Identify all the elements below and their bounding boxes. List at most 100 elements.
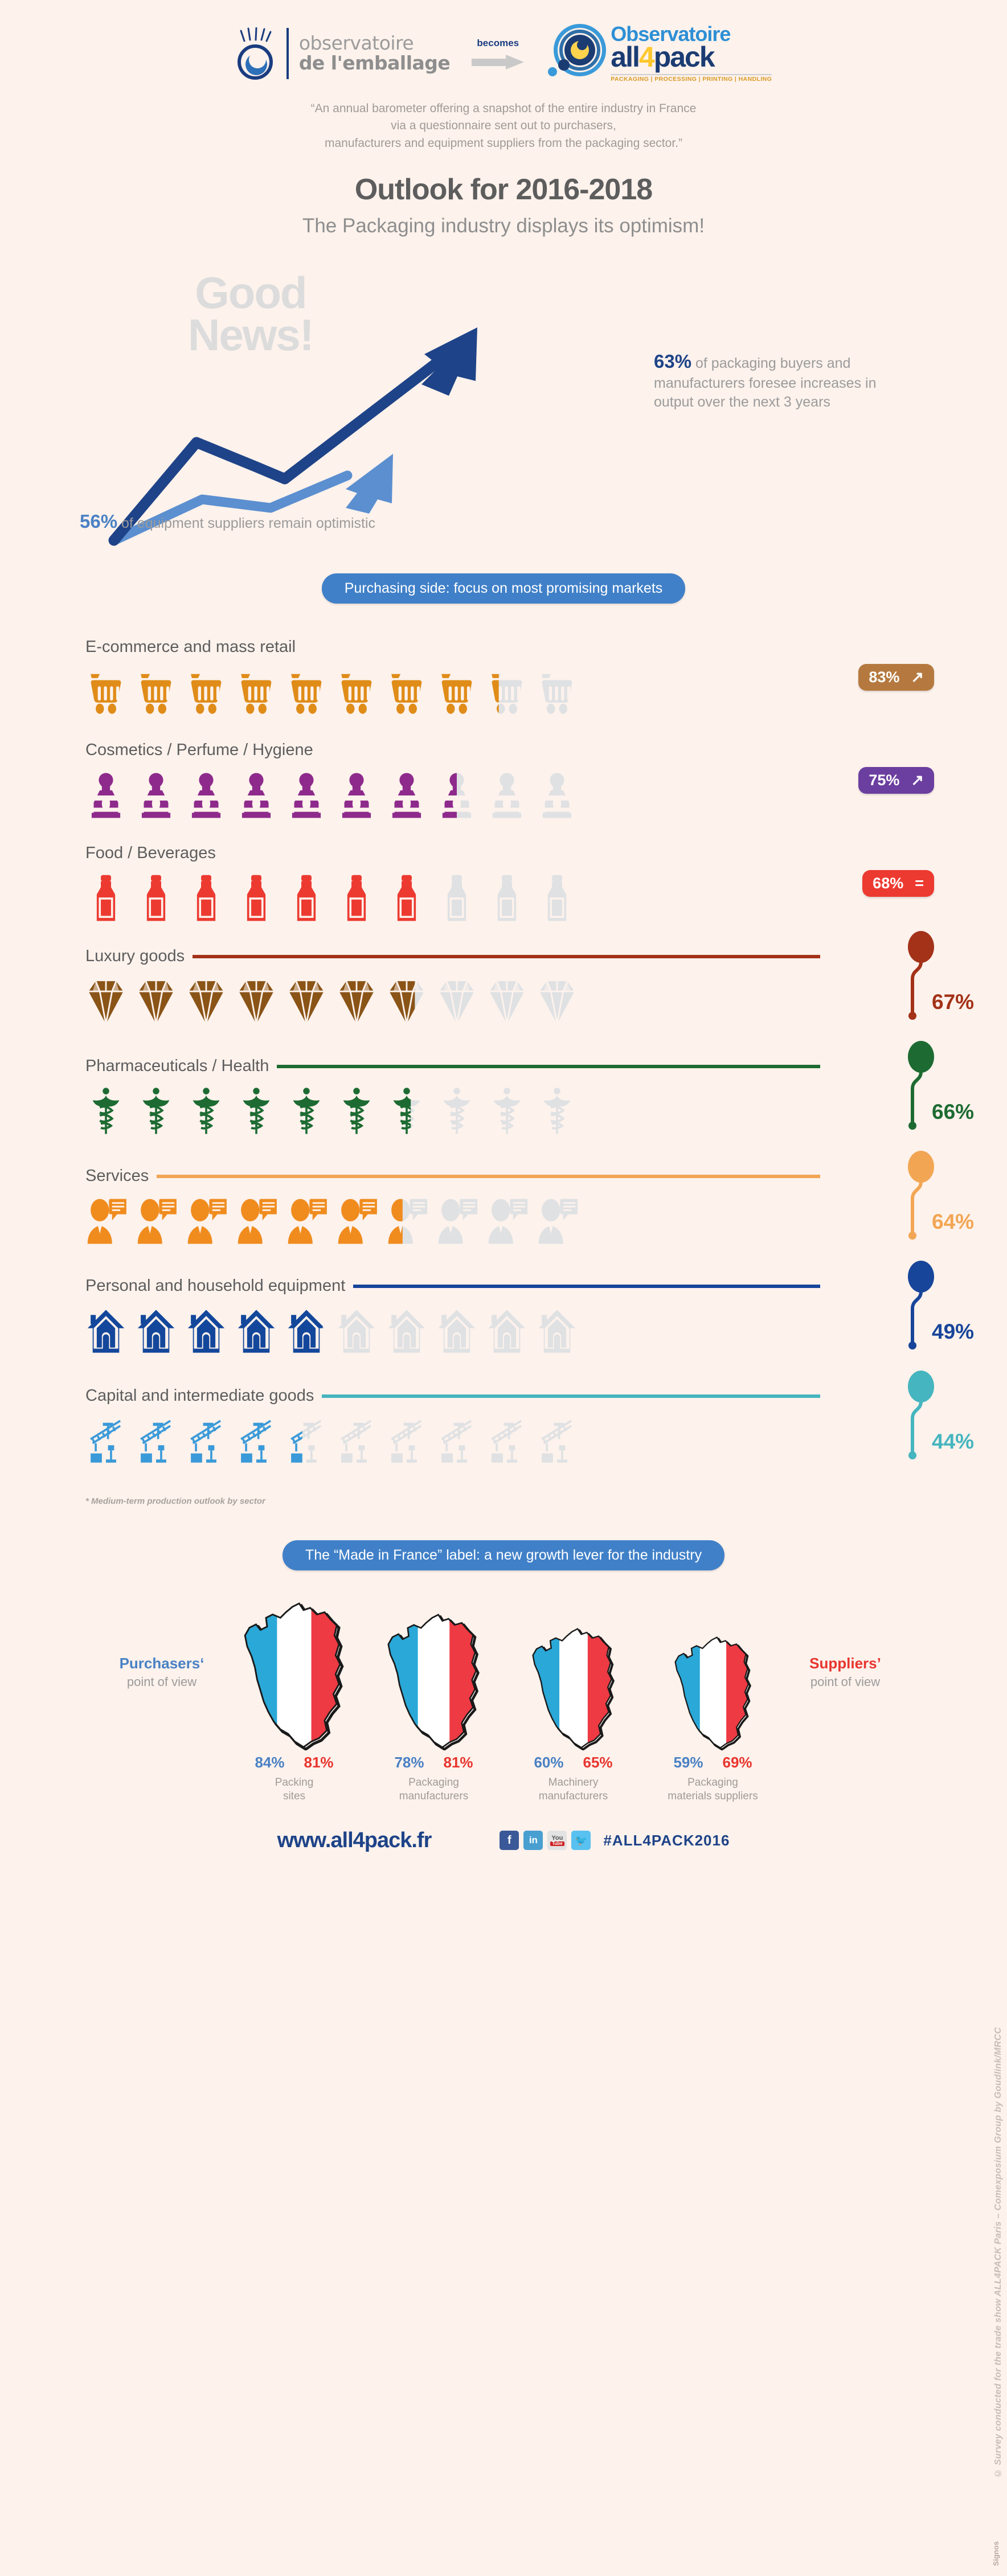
sector-icon-unit — [236, 1307, 277, 1355]
sector-value: 66% — [932, 1100, 975, 1124]
sector-icon-unit — [85, 1307, 126, 1355]
linkedin-icon[interactable]: in — [523, 1831, 543, 1851]
sector-label-connector: Capital and intermediate goods — [85, 1387, 820, 1405]
caduceus-icon — [443, 1088, 470, 1134]
sector-row: Personal and household equipment 49% — [85, 1261, 1007, 1355]
arrow-lines-graphic — [108, 327, 477, 546]
cosmetic-bottle-icon — [91, 773, 121, 818]
sector-icon-unit — [486, 977, 527, 1025]
purchasers-label-line2: point of view — [126, 1675, 197, 1689]
sector-icon-unit — [136, 1087, 177, 1135]
beverage-bottle-icon — [397, 875, 416, 921]
page-title: Outlook for 2016-2018 — [354, 173, 653, 207]
suppliers-percent: 81% — [304, 1754, 334, 1771]
sector-label: Pharmaceuticals / Health — [85, 1057, 269, 1076]
suppliers-label-line1: Suppliers’ — [809, 1655, 881, 1672]
sector-icon-unit — [336, 1417, 377, 1465]
shopping-cart-icon — [137, 674, 171, 714]
sector-icon-unit — [386, 1197, 428, 1245]
sector-icon-unit — [537, 668, 578, 716]
shopping-cart-icon — [87, 674, 121, 714]
sector-icon-unit — [85, 1197, 128, 1245]
sector-label: Services — [85, 1167, 149, 1186]
sector-icon-unit — [486, 668, 527, 716]
buyers-arrow-line-2 — [279, 351, 450, 485]
sector-icon-unit — [236, 668, 277, 716]
arrow-right-icon — [472, 55, 525, 69]
crane-icon — [341, 1420, 372, 1463]
businessperson-icon — [538, 1199, 579, 1244]
crane-icon — [190, 1420, 222, 1463]
caduceus-icon — [142, 1088, 170, 1134]
caduceus-icon — [243, 1088, 270, 1134]
good-news-line1: Good — [195, 268, 308, 318]
trend-flat-icon: = — [915, 875, 924, 892]
sector-icon-unit — [85, 668, 126, 716]
stat-63-value: 63% — [654, 351, 692, 372]
sector-value-marker: 44% — [908, 1371, 974, 1460]
sector-value: 49% — [932, 1320, 975, 1344]
sector-icon-unit — [236, 771, 277, 819]
marker-stem — [908, 962, 923, 1020]
diamond-icon — [239, 981, 274, 1024]
sector-icon-unit — [286, 668, 327, 716]
all4pack-logo: Observatoire all4pack PACKAGING | PROCES… — [546, 23, 772, 84]
sector-icon-unit — [136, 977, 177, 1025]
sector-icon-unit — [386, 874, 427, 922]
purchasers-percent: 60% — [534, 1754, 564, 1771]
twitter-icon[interactable]: 🐦 — [571, 1831, 591, 1851]
shopping-cart-icon — [338, 674, 372, 714]
sector-icon-row — [85, 973, 1007, 1025]
france-flag-map-icon — [227, 1592, 361, 1751]
sector-icon-row — [85, 766, 1007, 819]
cosmetic-bottle-icon — [392, 773, 421, 818]
france-flag-map-icon — [367, 1592, 501, 1751]
france-map-cell: 78% 81% Packaging manufacturers — [367, 1592, 501, 1803]
stat-56-value: 56% — [80, 511, 118, 532]
businessperson-icon — [488, 1199, 529, 1244]
sector-value-marker: 64% — [908, 1151, 974, 1240]
sector-icon-unit — [85, 977, 126, 1025]
sector-value: 83% — [869, 668, 900, 686]
sector-icon-unit — [186, 1417, 227, 1465]
caduceus-icon — [343, 1088, 370, 1134]
sector-label: Capital and intermediate goods — [85, 1387, 314, 1405]
sector-icon-unit — [386, 1087, 427, 1135]
beverage-bottle-icon — [146, 875, 166, 921]
beverage-bottle-icon — [447, 875, 466, 921]
house-icon — [137, 1310, 175, 1353]
caduceus-icon — [193, 1088, 220, 1134]
sector-label-connector: Services — [85, 1167, 820, 1186]
website-link[interactable]: www.all4pack.fr — [277, 1828, 432, 1852]
sector-icon-unit — [85, 771, 126, 819]
brand-all: all — [611, 41, 640, 73]
youtube-icon[interactable]: You Tube — [547, 1831, 567, 1851]
made-in-france-banner: The “Made in France” label: a new growth… — [282, 1540, 725, 1571]
stat-56-percent: 56% of equipment suppliers remain optimi… — [80, 511, 375, 532]
beverage-bottle-icon — [547, 875, 567, 921]
sector-icon-unit — [386, 1307, 427, 1355]
businessperson-icon — [87, 1199, 128, 1244]
sector-label-wrap: Food / Beverages — [85, 844, 1007, 863]
france-map-percentages: 60% 65% — [506, 1754, 640, 1771]
made-in-france-section: The “Made in France” label: a new growth… — [0, 1540, 1007, 1803]
cosmetic-bottle-icon — [442, 773, 472, 818]
beverage-bottle-icon — [247, 875, 266, 921]
sector-icon-unit — [436, 1307, 477, 1355]
sector-icon-unit — [436, 771, 477, 819]
sector-icon-unit — [136, 1417, 177, 1465]
sector-icon-unit — [186, 874, 227, 922]
house-icon — [438, 1310, 476, 1353]
businessperson-icon — [438, 1199, 478, 1244]
purchasing-side-banner: Purchasing side: focus on most promising… — [321, 573, 686, 604]
facebook-icon[interactable]: f — [500, 1831, 519, 1851]
cosmetic-bottle-icon — [542, 773, 572, 818]
sector-label-wrap: Cosmetics / Perfume / Hygiene — [85, 741, 1007, 760]
shopping-cart-icon — [288, 674, 322, 714]
brand-pack: pack — [653, 41, 715, 73]
logo-row: observatoire de l'emballage becomes Obse… — [0, 23, 1007, 84]
caduceus-icon — [393, 1088, 420, 1134]
sector-icon-unit — [136, 668, 177, 716]
sector-icon-unit — [486, 1417, 527, 1465]
sector-icon-unit — [486, 771, 527, 819]
